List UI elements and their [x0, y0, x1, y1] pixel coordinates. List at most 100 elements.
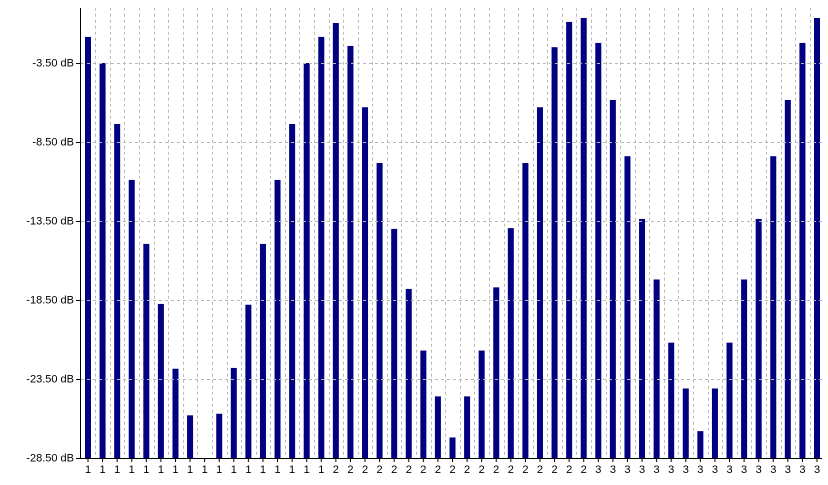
bar — [434, 396, 441, 458]
bar — [493, 287, 500, 458]
bar — [566, 21, 573, 458]
bar — [216, 413, 223, 458]
x-tick-label: 1 — [289, 464, 295, 476]
x-tick-label: 2 — [537, 464, 543, 476]
x-tick-label: 1 — [129, 464, 135, 476]
bar — [770, 156, 777, 458]
x-tick-label: 2 — [522, 464, 528, 476]
x-tick-label: 3 — [683, 464, 689, 476]
bar — [99, 63, 106, 458]
bar — [668, 342, 675, 458]
x-tick-label: 2 — [479, 464, 485, 476]
x-tick-label: 2 — [493, 464, 499, 476]
x-tick-label: 2 — [435, 464, 441, 476]
x-tick-label: 3 — [654, 464, 660, 476]
bar — [274, 179, 281, 459]
bar — [157, 303, 164, 458]
x-tick-label: 2 — [391, 464, 397, 476]
bar — [362, 107, 369, 459]
bar — [128, 179, 135, 459]
x-tick-label: 1 — [143, 464, 149, 476]
x-tick-label: 2 — [377, 464, 383, 476]
y-tick-label: -28.50 dB — [26, 452, 74, 464]
bar — [245, 304, 252, 458]
bar — [609, 99, 616, 459]
bar — [595, 42, 602, 459]
x-tick-label: 1 — [245, 464, 251, 476]
y-tick-label: -3.50 dB — [32, 57, 74, 69]
bar — [814, 17, 820, 458]
x-tick-label: 1 — [231, 464, 237, 476]
bar — [332, 23, 339, 458]
bar — [420, 350, 427, 458]
x-tick-label: 1 — [100, 464, 106, 476]
bar — [741, 279, 748, 458]
bar — [507, 228, 514, 458]
y-tick-label: -8.50 dB — [32, 136, 74, 148]
bar — [259, 243, 266, 458]
x-tick-label: 3 — [610, 464, 616, 476]
bar — [187, 415, 194, 458]
bar — [376, 163, 383, 459]
x-tick-label: 1 — [158, 464, 164, 476]
x-tick-label: 1 — [260, 464, 266, 476]
x-tick-label: 1 — [85, 464, 91, 476]
bar — [391, 228, 398, 458]
x-tick-label: 2 — [551, 464, 557, 476]
x-tick-label: 3 — [814, 464, 820, 476]
x-tick-label: 2 — [362, 464, 368, 476]
x-tick-label: 3 — [668, 464, 674, 476]
bar — [755, 218, 762, 458]
x-tick-label: 3 — [712, 464, 718, 476]
bar — [784, 99, 791, 459]
x-tick-label: 1 — [172, 464, 178, 476]
x-tick-label: 2 — [449, 464, 455, 476]
x-tick-label: 2 — [464, 464, 470, 476]
bar — [318, 36, 325, 459]
x-tick-label: 3 — [624, 464, 630, 476]
x-tick-label: 2 — [508, 464, 514, 476]
bar — [653, 279, 660, 458]
x-tick-label: 1 — [274, 464, 280, 476]
x-tick-label: 3 — [770, 464, 776, 476]
x-tick-label: 3 — [785, 464, 791, 476]
bar — [682, 388, 689, 458]
x-tick-label: 3 — [799, 464, 805, 476]
bar — [551, 47, 558, 458]
bar — [464, 396, 471, 458]
bar — [799, 42, 806, 459]
bar — [347, 45, 354, 458]
x-tick-label: 2 — [420, 464, 426, 476]
bar — [624, 156, 631, 458]
x-tick-label: 3 — [595, 464, 601, 476]
x-tick-label: 1 — [202, 464, 208, 476]
bar — [303, 63, 310, 458]
y-tick-label: -18.50 dB — [26, 294, 74, 306]
x-tick-label: 2 — [347, 464, 353, 476]
bar — [449, 437, 456, 458]
x-tick-label: 1 — [187, 464, 193, 476]
bar — [522, 163, 529, 459]
x-tick-label: 2 — [566, 464, 572, 476]
x-tick-label: 3 — [741, 464, 747, 476]
x-tick-label: 1 — [216, 464, 222, 476]
bar — [172, 368, 179, 458]
bar — [143, 243, 150, 458]
x-tick-label: 3 — [756, 464, 762, 476]
bar — [230, 367, 237, 458]
bar — [697, 431, 704, 458]
bar — [536, 107, 543, 459]
bar — [405, 288, 412, 458]
x-tick-label: 1 — [304, 464, 310, 476]
bar — [289, 123, 296, 458]
y-tick-label: -23.50 dB — [26, 373, 74, 385]
bar — [580, 17, 587, 458]
x-tick-label: 3 — [726, 464, 732, 476]
bar — [711, 388, 718, 458]
bar — [478, 350, 485, 458]
bar — [114, 123, 121, 458]
y-tick-label: -13.50 dB — [26, 215, 74, 227]
x-tick-label: 1 — [114, 464, 120, 476]
bar — [726, 342, 733, 458]
